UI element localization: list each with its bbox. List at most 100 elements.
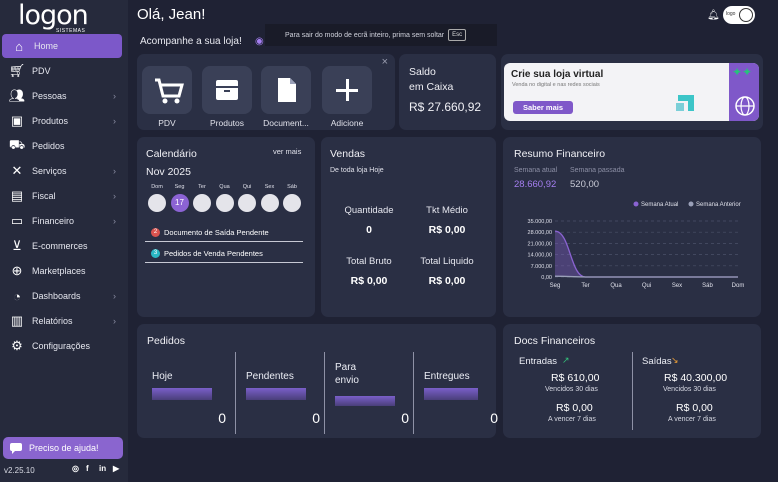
entradas-avencer-label: A vencer 7 dias [548,416,596,423]
cart-icon: 🛒︎ [8,63,26,78]
calendar-day[interactable] [260,194,279,212]
quick-action-label: Adicione [330,118,364,128]
vendas-card: Vendas De toda loja Hoje Quantidade 0 Tkt… [321,137,496,317]
saidas-avencer-value: R$ 0,00 [676,402,713,414]
quick-action-pdv[interactable] [142,66,192,114]
y-tick-label: 0,00 [541,275,552,281]
legend-label: Semana Atual [641,202,678,208]
resumo-current-label: Semana atual [514,167,558,174]
series-line-0 [554,230,738,278]
legend-marker [633,201,639,207]
user-menu[interactable]: logo [723,6,755,24]
sidebar-item-home[interactable]: ⌂ Home [2,34,122,58]
legend-marker [688,201,694,207]
calendar-day[interactable]: 17 [170,194,189,212]
resumo-title: Resumo Financeiro [514,148,606,160]
chevron-right-icon: › [113,216,116,226]
chat-icon [10,443,22,454]
pedidos-col-value: 0 [401,410,409,426]
pedidos-hoje[interactable]: Hoje 0 [152,352,240,438]
calendar-day-label: Qua [219,184,230,190]
linkedin-icon[interactable]: in [99,464,107,473]
calendar-item[interactable]: 3 Pedidos de Venda Pendentes [145,246,303,263]
logo[interactable]: logon SISTEMAS [18,2,98,34]
globe-icon [735,96,755,116]
sidebar-item-label: Serviços [32,166,67,176]
vendas-metric-value: R$ 0,00 [428,275,466,287]
vendas-metric-label: Tkt Médio [426,205,468,216]
sidebar-item-label: Dashboards [32,291,81,301]
sidebar-item-fiscal[interactable]: ▤ Fiscal › [0,184,128,208]
resumo-financeiro-card: Resumo Financeiro Semana atual 28.660,92… [503,137,761,317]
calendar-day[interactable] [193,194,211,212]
pedidos-para-envio[interactable]: Para envio 0 [335,352,423,438]
series-area-0 [555,231,738,277]
help-button[interactable]: Preciso de ajuda! [3,437,123,459]
help-label: Preciso de ajuda! [29,443,99,453]
pedidos-col-label: Pendentes [246,371,294,382]
pedidos-pendentes[interactable]: Pendentes 0 [246,352,334,438]
quick-action-produtos[interactable] [202,66,252,114]
sidebar-item-servi-os[interactable]: ✕ Serviços › [0,159,128,183]
y-tick-label: 14.000,00 [528,253,552,259]
x-tick-label: Sáb [702,283,713,289]
sidebar-item-label: Financeiro [32,216,75,226]
sidebar-item-pessoas[interactable]: 👥︎ Pessoas › [0,84,128,108]
pedidos-bar [152,388,212,400]
divider [413,352,414,434]
box-icon: ▣ [10,113,24,128]
calendar-day[interactable] [148,194,166,212]
promo-banner[interactable]: Crie sua loja virtual Venda no digital e… [504,63,759,121]
x-tick-label: Qua [610,283,622,289]
sidebar-item-marketplaces[interactable]: ⊕ Marketplaces [0,259,128,283]
series-line-1 [554,275,738,278]
pedidos-col-label: Hoje [152,371,173,382]
saber-mais-button[interactable]: Saber mais [513,101,573,114]
vendas-quantidade: Quantidade 0 [334,205,404,236]
sidebar-item-e-commerces[interactable]: ⊻ E-commerces [0,234,128,258]
y-tick-label: 7.000,00 [531,264,552,270]
promo-subtitle: Venda no digital e nas redes sociais [512,82,600,88]
facebook-icon[interactable]: f [86,464,89,473]
quick-action-documentos[interactable] [261,66,311,114]
close-icon[interactable]: × [381,56,388,68]
calendar-item[interactable]: 2 Documento de Saída Pendente [145,225,303,242]
pedidos-col-value: 0 [490,410,498,426]
quick-action-adicione[interactable] [322,66,372,114]
sidebar-item-pdv[interactable]: 🛒︎ PDV [0,59,128,83]
esc-key: Esc [448,29,467,41]
sidebar-item-label: Fiscal [32,191,56,201]
chevron-right-icon: › [113,116,116,126]
pie-chart-icon: ◔ [13,288,21,304]
vendas-metric-value: 0 [366,224,372,236]
x-tick-label: Dom [732,283,745,289]
calendar-more-link[interactable]: ver mais [273,147,302,156]
saldo-card: Saldo em Caixa R$ 27.660,92 [399,54,496,130]
sidebar-item-produtos[interactable]: ▣ Produtos › [0,109,128,133]
sidebar-item-configura-es[interactable]: ⚙ Configurações [0,334,128,358]
pedidos-entregues[interactable]: Entregues 0 [424,352,512,438]
sidebar-item-financeiro[interactable]: ▭ Financeiro › [0,209,128,233]
cart-icon [155,78,184,104]
youtube-icon[interactable]: ▶ [113,464,120,473]
calendar-day[interactable] [238,194,256,212]
calendar-item-count: 3 [151,249,160,258]
resumo-chart: 35.000,00 28.000,00 21.000,00 14.000,00 7.00… [528,201,745,289]
sidebar-item-dashboards[interactable]: ◔ Dashboards › [0,284,128,308]
money-icon: ▭ [10,213,24,228]
instagram-icon[interactable]: ◎ [72,464,79,473]
vendas-total-bruto: Total Bruto R$ 0,00 [334,256,404,287]
sidebar-item-pedidos[interactable]: ⛟ Pedidos [0,134,128,158]
calendar-day[interactable] [215,194,234,212]
bell-icon[interactable]: 🔔︎ [707,10,720,21]
sidebar-item-label: Produtos [32,116,69,126]
sidebar-item-relat-rios[interactable]: ▥ Relatórios › [0,309,128,333]
saldo-subtitle: em Caixa [409,81,454,93]
pedidos-title: Pedidos [147,335,185,347]
calendar-day[interactable] [283,194,301,212]
calendar-item-count: 2 [151,228,160,237]
fullscreen-notice: Para sair do modo de ecrã inteiro, prima… [265,24,497,46]
eye-icon[interactable]: ◉ [255,36,264,47]
sidebar-item-label: Pessoas [32,91,67,101]
calendar-day-label: Sáb [287,184,297,190]
